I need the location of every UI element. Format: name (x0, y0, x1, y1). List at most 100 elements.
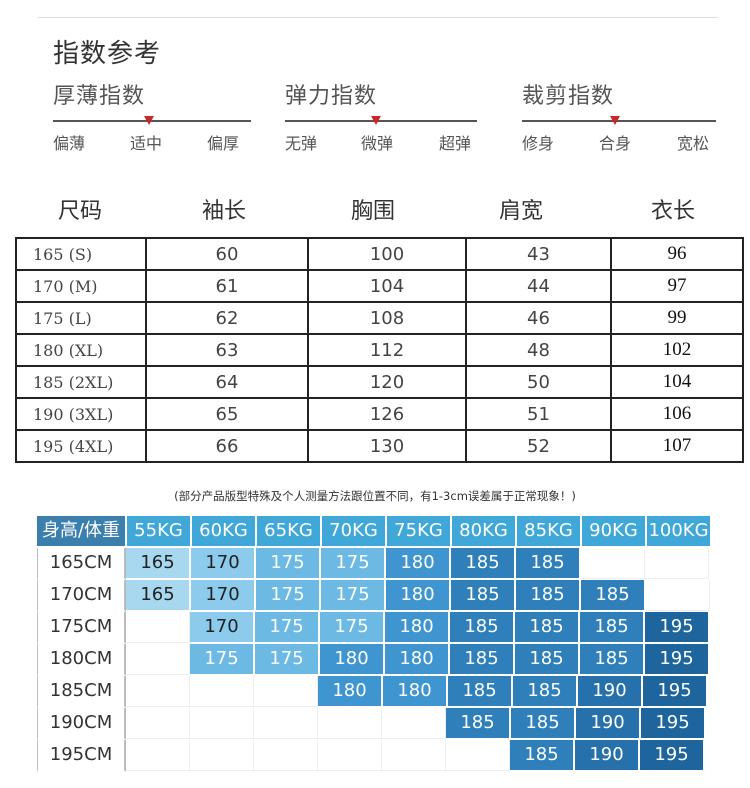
hw-row: 195CM 185 190 195 (37, 740, 712, 772)
hw-size-cell: 185 (580, 644, 645, 676)
measurement-note: (部分产品版型特殊及个人测量方法跟位置不同，有1-3cm误差属于正常现象！) (174, 489, 576, 503)
hw-size-cell: 175 (256, 548, 321, 580)
hw-weight-header: 60KG (192, 516, 257, 548)
hw-size-cell (318, 740, 382, 771)
hw-size-cell: 180 (386, 580, 451, 612)
index-label-high: 超弹 (439, 134, 472, 153)
hw-size-cell (126, 644, 190, 675)
size-cell: 46 (465, 301, 612, 335)
hw-weight-header: 90KG (582, 516, 647, 548)
hw-size-cell: 165 (126, 548, 191, 580)
hw-row: 180CM 175 175 180 180 185 185 185 195 (37, 644, 712, 676)
hw-size-cell (126, 612, 190, 643)
size-cell: 99 (610, 301, 744, 335)
size-cell: 66 (145, 429, 309, 463)
hw-height-label: 185CM (37, 676, 126, 708)
thickness-index: 厚薄指数 偏薄 适中 偏厚 (53, 78, 253, 153)
size-row: 190 (3XL) 65 126 51 106 (15, 397, 744, 431)
hw-size-cell: 180 (385, 644, 450, 676)
size-cell: 44 (465, 269, 612, 303)
hw-size-cell: 175 (321, 548, 386, 580)
index-name: 弹力指数 (285, 84, 378, 109)
hw-size-cell (126, 708, 190, 739)
size-header-size: 尺码 (58, 199, 103, 224)
size-cell: 130 (307, 429, 467, 463)
size-cell: 48 (465, 333, 612, 367)
hw-size-cell (382, 708, 446, 739)
size-header-sleeve: 袖长 (202, 199, 247, 224)
hw-size-cell (126, 740, 190, 771)
size-header-length: 衣长 (651, 199, 696, 224)
hw-size-cell (382, 740, 446, 771)
hw-size-cell: 190 (576, 708, 641, 740)
size-cell: 102 (610, 333, 744, 367)
size-cell: 60 (145, 237, 309, 271)
hw-size-cell (190, 740, 254, 771)
size-cell: 108 (307, 301, 467, 335)
index-label-mid: 微弹 (361, 134, 394, 153)
size-cell: 165 (S) (15, 237, 147, 271)
size-cell: 50 (465, 365, 612, 399)
hw-size-cell: 165 (126, 580, 191, 612)
hw-size-cell: 190 (578, 676, 643, 708)
size-cell: 96 (610, 237, 744, 271)
hw-row: 170CM 165 170 175 175 180 185 185 185 (37, 580, 712, 612)
hw-row: 190CM 185 185 190 195 (37, 708, 712, 740)
hw-size-cell: 185 (515, 612, 580, 644)
index-marker-icon (371, 116, 381, 125)
hw-size-cell: 185 (510, 740, 575, 772)
hw-size-cell (190, 708, 254, 739)
size-cell: 63 (145, 333, 309, 367)
size-row: 170 (M) 61 104 44 97 (15, 269, 744, 303)
size-cell: 65 (145, 397, 309, 431)
size-cell: 195 (4XL) (15, 429, 147, 463)
size-cell: 62 (145, 301, 309, 335)
hw-size-cell: 185 (451, 580, 516, 612)
hw-size-cell (645, 548, 709, 579)
hw-size-cell: 185 (513, 676, 578, 708)
size-cell: 104 (610, 365, 744, 399)
hw-size-cell: 180 (386, 548, 451, 580)
size-cell: 51 (465, 397, 612, 431)
hw-size-cell: 185 (450, 644, 515, 676)
hw-height-label: 165CM (37, 548, 126, 580)
size-cell: 170 (M) (15, 269, 147, 303)
size-cell: 52 (465, 429, 612, 463)
index-label-high: 宽松 (677, 134, 710, 153)
hw-size-cell (254, 708, 318, 739)
size-cell: 112 (307, 333, 467, 367)
hw-row: 175CM 170 175 175 180 185 185 185 195 (37, 612, 712, 644)
index-marker-icon (610, 116, 620, 125)
hw-size-cell (318, 708, 382, 739)
hw-size-cell: 175 (190, 644, 255, 676)
index-label-low: 偏薄 (53, 134, 86, 153)
hw-size-cell: 175 (320, 612, 385, 644)
size-cell: 104 (307, 269, 467, 303)
hw-size-cell: 175 (255, 612, 320, 644)
hw-size-cell: 195 (641, 708, 706, 740)
hw-size-cell (254, 740, 318, 771)
hw-size-cell (446, 740, 510, 771)
hw-size-cell: 180 (383, 676, 448, 708)
hw-header-row: 身高/体重 55KG 60KG 65KG 70KG 75KG 80KG 85KG 90KG 100… (37, 516, 712, 548)
size-cell: 97 (610, 269, 744, 303)
hw-size-cell (126, 676, 190, 707)
hw-height-label: 170CM (37, 580, 126, 612)
size-cell: 126 (307, 397, 467, 431)
size-header-chest: 胸围 (351, 199, 396, 224)
hw-size-cell: 175 (321, 580, 386, 612)
size-cell: 185 (2XL) (15, 365, 147, 399)
hw-weight-header: 55KG (127, 516, 192, 548)
hw-size-cell (581, 548, 645, 579)
index-label-low: 修身 (522, 134, 555, 153)
height-weight-table: 身高/体重 55KG 60KG 65KG 70KG 75KG 80KG 85KG 90KG 100… (37, 516, 712, 772)
hw-weight-header: 65KG (257, 516, 322, 548)
index-bar (285, 120, 477, 122)
hw-size-cell: 185 (516, 580, 581, 612)
index-label-mid: 适中 (130, 134, 163, 153)
size-cell: 180 (XL) (15, 333, 147, 367)
hw-size-cell: 185 (581, 580, 646, 612)
hw-row: 185CM 180 180 185 185 190 195 (37, 676, 712, 708)
hw-size-cell: 175 (256, 580, 321, 612)
hw-size-cell: 185 (516, 548, 581, 580)
